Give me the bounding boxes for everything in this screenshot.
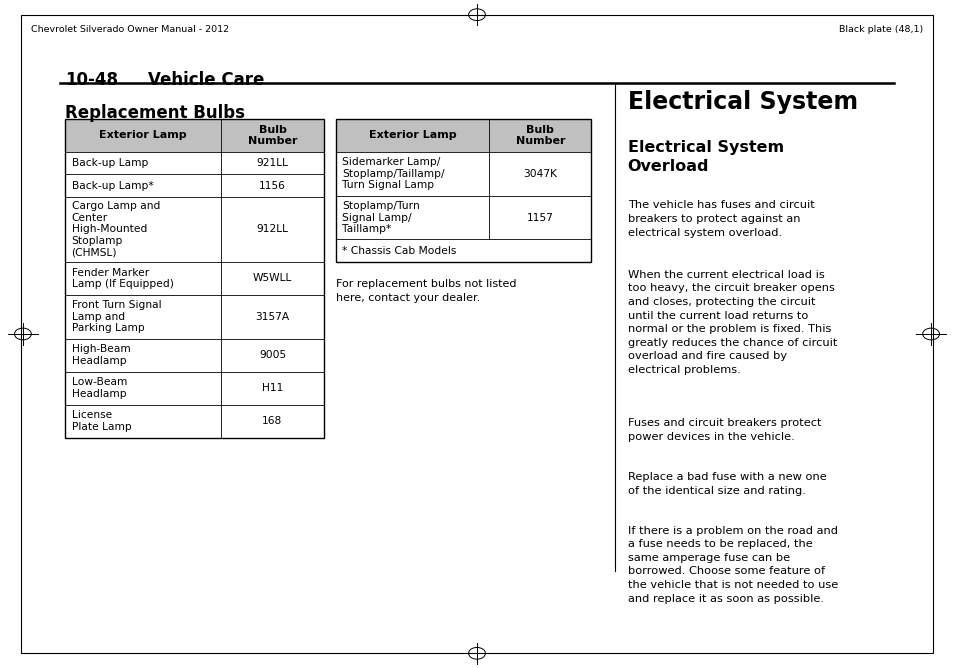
Text: Chevrolet Silverado Owner Manual - 2012: Chevrolet Silverado Owner Manual - 2012: [30, 25, 229, 34]
Text: Fender Marker
Lamp (If Equipped): Fender Marker Lamp (If Equipped): [71, 267, 173, 289]
Text: Sidemarker Lamp/
Stoplamp/Taillamp/
Turn Signal Lamp: Sidemarker Lamp/ Stoplamp/Taillamp/ Turn…: [342, 157, 445, 190]
Text: License
Plate Lamp: License Plate Lamp: [71, 410, 132, 432]
Text: Electrical System: Electrical System: [627, 90, 857, 114]
Text: 10-48: 10-48: [65, 71, 118, 90]
Text: Cargo Lamp and
Center
High-Mounted
Stoplamp
(CHMSL): Cargo Lamp and Center High-Mounted Stopl…: [71, 201, 160, 257]
Text: 1156: 1156: [259, 180, 286, 190]
Bar: [335, 119, 591, 152]
Text: H11: H11: [261, 383, 283, 393]
Text: 168: 168: [262, 416, 282, 426]
Text: Fuses and circuit breakers protect
power devices in the vehicle.: Fuses and circuit breakers protect power…: [627, 418, 821, 442]
Text: W5WLL: W5WLL: [253, 273, 292, 283]
Text: Back-up Lamp: Back-up Lamp: [71, 158, 148, 168]
Text: 9005: 9005: [258, 350, 286, 360]
Text: Front Turn Signal
Lamp and
Parking Lamp: Front Turn Signal Lamp and Parking Lamp: [71, 300, 161, 333]
Bar: [65, 119, 324, 152]
Text: Replacement Bulbs: Replacement Bulbs: [65, 104, 245, 122]
Bar: [65, 119, 324, 438]
Text: When the current electrical load is
too heavy, the circuit breaker opens
and clo: When the current electrical load is too …: [627, 270, 836, 375]
Text: 3047K: 3047K: [523, 169, 557, 179]
Text: Bulb
Number: Bulb Number: [248, 125, 297, 146]
Text: Stoplamp/Turn
Signal Lamp/
Taillamp*: Stoplamp/Turn Signal Lamp/ Taillamp*: [342, 201, 419, 234]
Text: For replacement bulbs not listed
here, contact your dealer.: For replacement bulbs not listed here, c…: [335, 279, 516, 303]
Text: 3157A: 3157A: [255, 312, 289, 322]
Text: Black plate (48,1): Black plate (48,1): [839, 25, 923, 34]
Text: Exterior Lamp: Exterior Lamp: [99, 130, 187, 140]
Text: 921LL: 921LL: [256, 158, 288, 168]
Text: Back-up Lamp*: Back-up Lamp*: [71, 180, 153, 190]
Text: Bulb
Number: Bulb Number: [515, 125, 564, 146]
Text: If there is a problem on the road and
a fuse needs to be replaced, the
same ampe: If there is a problem on the road and a …: [627, 526, 837, 604]
Text: Vehicle Care: Vehicle Care: [148, 71, 264, 90]
Text: 912LL: 912LL: [256, 224, 288, 234]
Text: Exterior Lamp: Exterior Lamp: [368, 130, 456, 140]
Bar: [335, 119, 591, 262]
Text: Electrical System
Overload: Electrical System Overload: [627, 140, 783, 174]
Text: 1157: 1157: [526, 212, 553, 222]
Text: High-Beam
Headlamp: High-Beam Headlamp: [71, 344, 131, 366]
Text: Replace a bad fuse with a new one
of the identical size and rating.: Replace a bad fuse with a new one of the…: [627, 472, 825, 496]
Text: * Chassis Cab Models: * Chassis Cab Models: [342, 246, 456, 256]
Text: Low-Beam
Headlamp: Low-Beam Headlamp: [71, 377, 127, 399]
Text: The vehicle has fuses and circuit
breakers to protect against an
electrical syst: The vehicle has fuses and circuit breake…: [627, 200, 814, 238]
